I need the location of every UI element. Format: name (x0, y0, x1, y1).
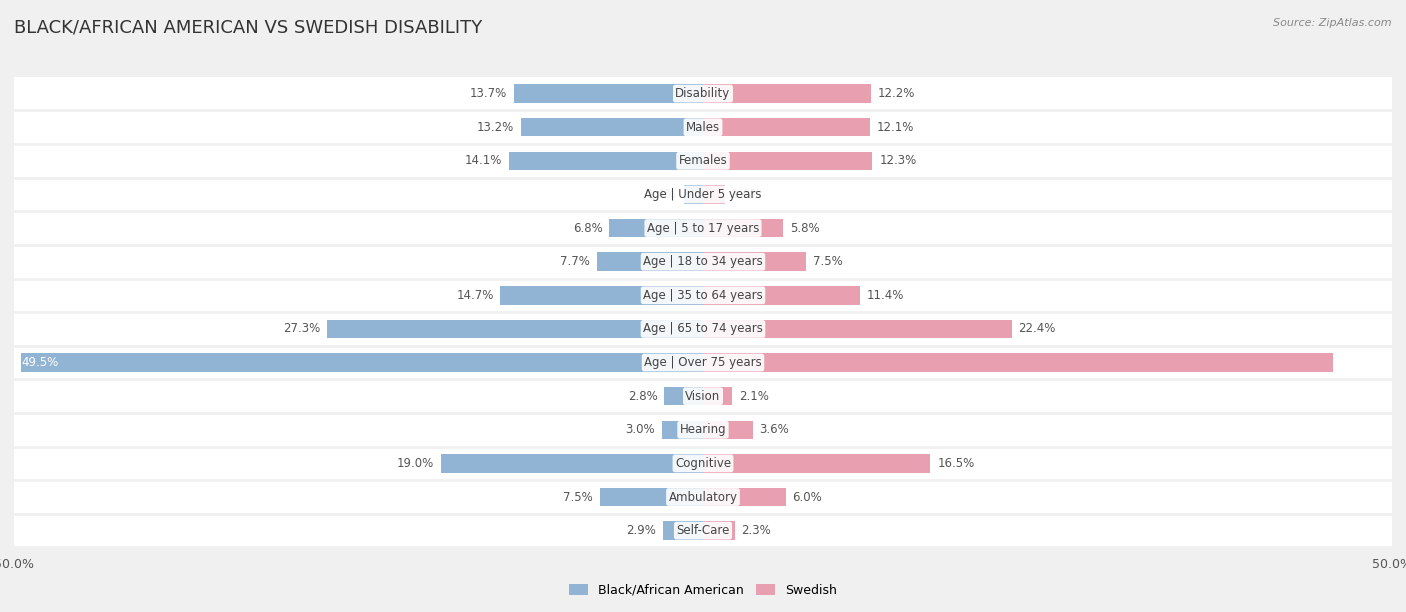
Bar (14, 413, 1392, 447)
Text: Cognitive: Cognitive (675, 457, 731, 470)
Text: Self-Care: Self-Care (676, 524, 730, 537)
Text: 7.5%: 7.5% (562, 490, 593, 504)
Bar (14, 76, 1392, 110)
Text: 13.7%: 13.7% (470, 87, 508, 100)
Bar (599, 488, 703, 506)
Text: 2.1%: 2.1% (738, 390, 769, 403)
Text: Age | Over 75 years: Age | Over 75 years (644, 356, 762, 369)
Text: 3.6%: 3.6% (759, 424, 789, 436)
Text: 12.2%: 12.2% (877, 87, 915, 100)
Text: 16.5%: 16.5% (938, 457, 974, 470)
Bar (441, 454, 703, 472)
Bar (703, 319, 1012, 338)
Bar (703, 118, 870, 136)
Text: Ambulatory: Ambulatory (668, 490, 738, 504)
Text: Age | 18 to 34 years: Age | 18 to 34 years (643, 255, 763, 268)
Bar (703, 286, 860, 305)
Text: 3.0%: 3.0% (626, 424, 655, 436)
Text: Males: Males (686, 121, 720, 134)
Text: 49.5%: 49.5% (21, 356, 58, 369)
Bar (14, 346, 1392, 379)
Text: 12.3%: 12.3% (879, 154, 917, 167)
Text: 7.7%: 7.7% (560, 255, 591, 268)
Text: Age | Under 5 years: Age | Under 5 years (644, 188, 762, 201)
Bar (609, 219, 703, 237)
Bar (703, 420, 752, 439)
Text: Hearing: Hearing (679, 424, 727, 436)
Text: Source: ZipAtlas.com: Source: ZipAtlas.com (1274, 18, 1392, 28)
Text: 6.8%: 6.8% (572, 222, 602, 234)
Bar (703, 454, 931, 472)
Bar (515, 84, 703, 103)
Text: 45.7%: 45.7% (1348, 356, 1385, 369)
Text: 14.1%: 14.1% (464, 154, 502, 167)
Text: Disability: Disability (675, 87, 731, 100)
Bar (326, 319, 703, 338)
Bar (14, 278, 1392, 312)
Bar (14, 379, 1392, 413)
Bar (703, 219, 783, 237)
Bar (14, 144, 1392, 177)
Bar (14, 211, 1392, 245)
Bar (665, 387, 703, 405)
Bar (501, 286, 703, 305)
Bar (662, 420, 703, 439)
Text: Age | 5 to 17 years: Age | 5 to 17 years (647, 222, 759, 234)
Text: 11.4%: 11.4% (868, 289, 904, 302)
Text: 12.1%: 12.1% (876, 121, 914, 134)
Bar (14, 312, 1392, 346)
Text: Age | 65 to 74 years: Age | 65 to 74 years (643, 323, 763, 335)
Text: 19.0%: 19.0% (396, 457, 434, 470)
Legend: Black/African American, Swedish: Black/African American, Swedish (564, 579, 842, 602)
Bar (21, 353, 703, 372)
Text: 2.3%: 2.3% (741, 524, 772, 537)
Bar (703, 185, 725, 204)
Bar (14, 110, 1392, 144)
Text: BLACK/AFRICAN AMERICAN VS SWEDISH DISABILITY: BLACK/AFRICAN AMERICAN VS SWEDISH DISABI… (14, 18, 482, 36)
Text: Females: Females (679, 154, 727, 167)
Bar (703, 387, 733, 405)
Bar (703, 521, 735, 540)
Bar (14, 177, 1392, 211)
Text: 22.4%: 22.4% (1018, 323, 1056, 335)
Bar (664, 521, 703, 540)
Bar (703, 152, 873, 170)
Text: 6.0%: 6.0% (793, 490, 823, 504)
Text: Age | 35 to 64 years: Age | 35 to 64 years (643, 289, 763, 302)
Bar (703, 253, 807, 271)
Bar (703, 488, 786, 506)
Text: 14.7%: 14.7% (456, 289, 494, 302)
Bar (14, 245, 1392, 278)
Text: 5.8%: 5.8% (790, 222, 820, 234)
Bar (14, 514, 1392, 548)
Bar (14, 480, 1392, 514)
Bar (703, 84, 872, 103)
Text: 7.5%: 7.5% (813, 255, 844, 268)
Text: 27.3%: 27.3% (283, 323, 321, 335)
Bar (683, 185, 703, 204)
Bar (703, 353, 1333, 372)
Bar (522, 118, 703, 136)
Bar (598, 253, 703, 271)
Text: 1.4%: 1.4% (647, 188, 676, 201)
Text: 2.8%: 2.8% (628, 390, 658, 403)
Bar (509, 152, 703, 170)
Bar (14, 447, 1392, 480)
Text: Vision: Vision (685, 390, 721, 403)
Text: 13.2%: 13.2% (477, 121, 515, 134)
Text: 2.9%: 2.9% (626, 524, 657, 537)
Text: 1.6%: 1.6% (733, 188, 762, 201)
